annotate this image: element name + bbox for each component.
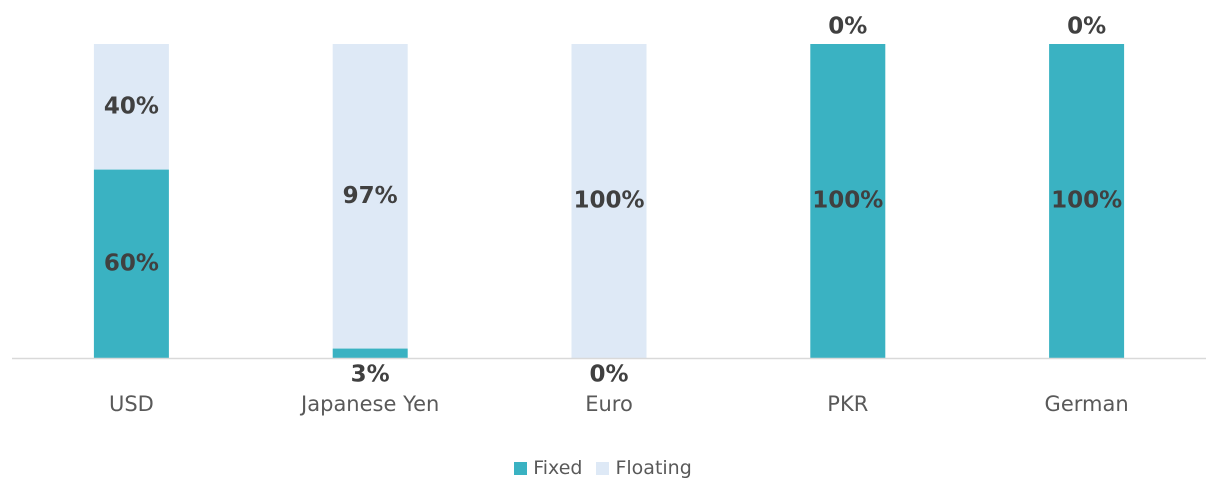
data-label-floating-euro: 100% bbox=[573, 188, 644, 214]
x-tick-label-german: German bbox=[1045, 392, 1129, 416]
legend: Fixed Floating bbox=[0, 457, 1206, 479]
bar-fixed-german bbox=[1049, 44, 1125, 358]
data-label-fixed-pkr: 100% bbox=[812, 188, 883, 214]
legend-label-floating: Floating bbox=[615, 457, 692, 479]
x-tick-label-usd: USD bbox=[109, 392, 154, 416]
x-tick-label-pkr: PKR bbox=[827, 392, 868, 416]
legend-item-floating: Floating bbox=[596, 457, 692, 479]
legend-swatch-floating bbox=[596, 461, 610, 475]
data-label-floating-japanese-yen: 97% bbox=[343, 183, 398, 209]
x-tick-label-euro: Euro bbox=[585, 392, 633, 416]
data-label-fixed-german: 100% bbox=[1051, 188, 1122, 214]
x-tick-label-japanese-yen: Japanese Yen bbox=[299, 392, 439, 416]
data-label-floating-usd: 40% bbox=[104, 93, 159, 119]
legend-item-fixed: Fixed bbox=[514, 457, 582, 479]
legend-swatch-fixed bbox=[514, 461, 528, 475]
bar-floating-japanese-yen bbox=[332, 44, 408, 349]
data-label-fixed-japanese-yen: 3% bbox=[351, 362, 390, 388]
data-label-floating-german: 0% bbox=[1067, 14, 1106, 40]
bar-floating-euro bbox=[571, 44, 647, 358]
bar-fixed-pkr bbox=[810, 44, 886, 358]
bar-fixed-usd bbox=[93, 169, 169, 358]
bar-floating-usd bbox=[93, 44, 169, 170]
data-label-fixed-euro: 0% bbox=[589, 362, 628, 388]
data-label-floating-pkr: 0% bbox=[828, 14, 867, 40]
legend-label-fixed: Fixed bbox=[533, 457, 583, 479]
data-label-fixed-usd: 60% bbox=[104, 250, 159, 276]
bar-fixed-japanese-yen bbox=[332, 348, 408, 358]
